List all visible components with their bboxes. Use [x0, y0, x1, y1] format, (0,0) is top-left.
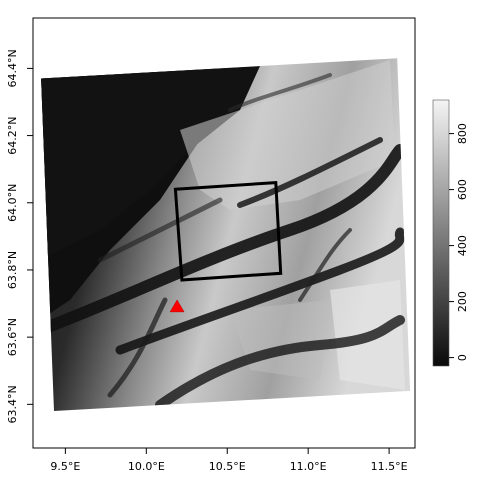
colorbar-tick-label: 800	[456, 123, 469, 144]
location-marker-icon	[169, 299, 185, 313]
highland-area	[180, 60, 395, 210]
y-axis: 63.4°N 63.6°N 63.8°N 64.0°N 64.2°N 64.4°N	[6, 49, 33, 423]
valley-path	[107, 297, 168, 398]
x-axis-tick-label: 11.5°E	[371, 460, 408, 473]
y-axis-tick-label: 64.0°N	[6, 184, 19, 222]
colorbar-tick-label: 400	[456, 235, 469, 256]
valley-path	[228, 73, 332, 112]
fjord-path	[41, 144, 406, 336]
colorbar-tick-label: 600	[456, 179, 469, 200]
x-axis-tick-label: 10.5°E	[209, 460, 246, 473]
colorbar-ramp	[432, 99, 450, 367]
sea-area	[41, 66, 260, 260]
y-axis-tick-label: 64.2°N	[6, 116, 19, 154]
valley-path	[237, 137, 383, 208]
study-area-box	[173, 181, 283, 282]
y-axis-tick-label: 63.8°N	[6, 251, 19, 289]
valley-path	[97, 197, 223, 263]
colorbar-ticks: 0 200 400 600 800	[449, 123, 469, 361]
elevation-raster	[41, 58, 411, 412]
y-axis-tick-label: 64.4°N	[6, 49, 19, 87]
x-axis-tick-label: 10.0°E	[128, 460, 165, 473]
x-axis-tick-label: 11.0°E	[290, 460, 327, 473]
valley-path	[155, 315, 405, 410]
plot-frame	[32, 17, 416, 449]
colorbar: 0 200 400 600 800	[432, 99, 469, 367]
colorbar-tick-label: 0	[456, 354, 469, 361]
valley-path	[115, 227, 405, 355]
x-axis: 9.5°E 10.0°E 10.5°E 11.0°E 11.5°E	[50, 448, 408, 473]
y-axis-tick-label: 63.6°N	[6, 318, 19, 356]
colorbar-tick-label: 200	[456, 291, 469, 312]
x-axis-tick-label: 9.5°E	[50, 460, 80, 473]
valley-path	[298, 228, 352, 302]
y-axis-tick-label: 63.4°N	[6, 385, 19, 423]
raster-terrain-texture	[41, 60, 406, 410]
